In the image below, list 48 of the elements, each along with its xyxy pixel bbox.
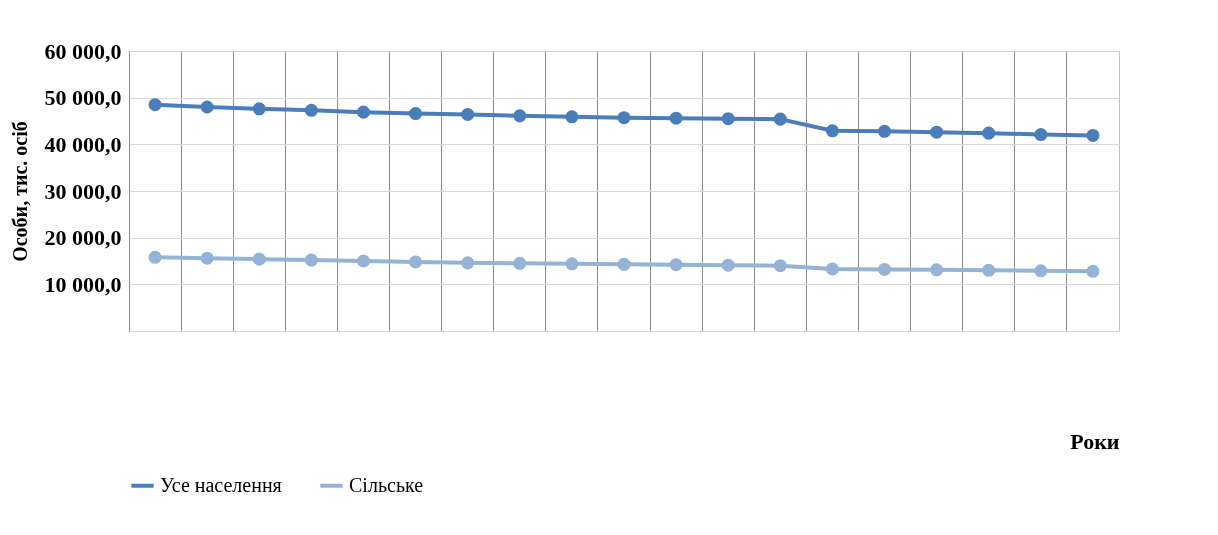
point xyxy=(252,102,266,116)
point xyxy=(409,107,423,121)
point xyxy=(982,263,996,277)
point xyxy=(617,111,631,125)
y-axis-title: Особи, тис. осіб xyxy=(8,121,31,262)
point xyxy=(825,124,839,138)
point xyxy=(669,111,683,125)
point xyxy=(930,125,944,139)
point xyxy=(773,259,787,273)
point xyxy=(617,257,631,271)
point xyxy=(565,110,579,124)
point xyxy=(461,256,475,270)
point xyxy=(669,258,683,272)
y-tick-label: 50 000,0 xyxy=(44,85,122,111)
point xyxy=(825,262,839,276)
y-tick-label: 30 000,0 xyxy=(44,178,122,204)
point xyxy=(304,103,318,117)
point xyxy=(304,253,318,267)
point xyxy=(148,98,162,112)
point xyxy=(461,107,475,121)
point xyxy=(565,257,579,271)
point xyxy=(148,250,162,264)
point xyxy=(930,263,944,277)
point xyxy=(409,255,423,269)
legend-label: Сільське xyxy=(349,473,424,496)
y-tick-label: 40 000,0 xyxy=(44,131,122,157)
point xyxy=(878,262,892,276)
point xyxy=(721,112,735,126)
point xyxy=(773,112,787,126)
point xyxy=(356,105,370,119)
x-axis-title: Роки xyxy=(1070,428,1120,454)
point xyxy=(982,126,996,140)
point xyxy=(200,100,214,114)
point xyxy=(1086,264,1100,278)
point xyxy=(721,258,735,272)
point xyxy=(878,124,892,138)
point xyxy=(1034,128,1048,142)
point xyxy=(1034,264,1048,278)
point xyxy=(252,252,266,266)
legend-label: Усе населення xyxy=(160,473,282,496)
y-tick-label: 20 000,0 xyxy=(44,225,122,251)
point xyxy=(513,256,527,270)
y-tick-label: 10 000,0 xyxy=(44,271,122,297)
point xyxy=(1086,128,1100,142)
point xyxy=(200,251,214,265)
point xyxy=(356,254,370,268)
y-tick-label: 60 000,0 xyxy=(44,38,122,64)
point xyxy=(513,109,527,123)
